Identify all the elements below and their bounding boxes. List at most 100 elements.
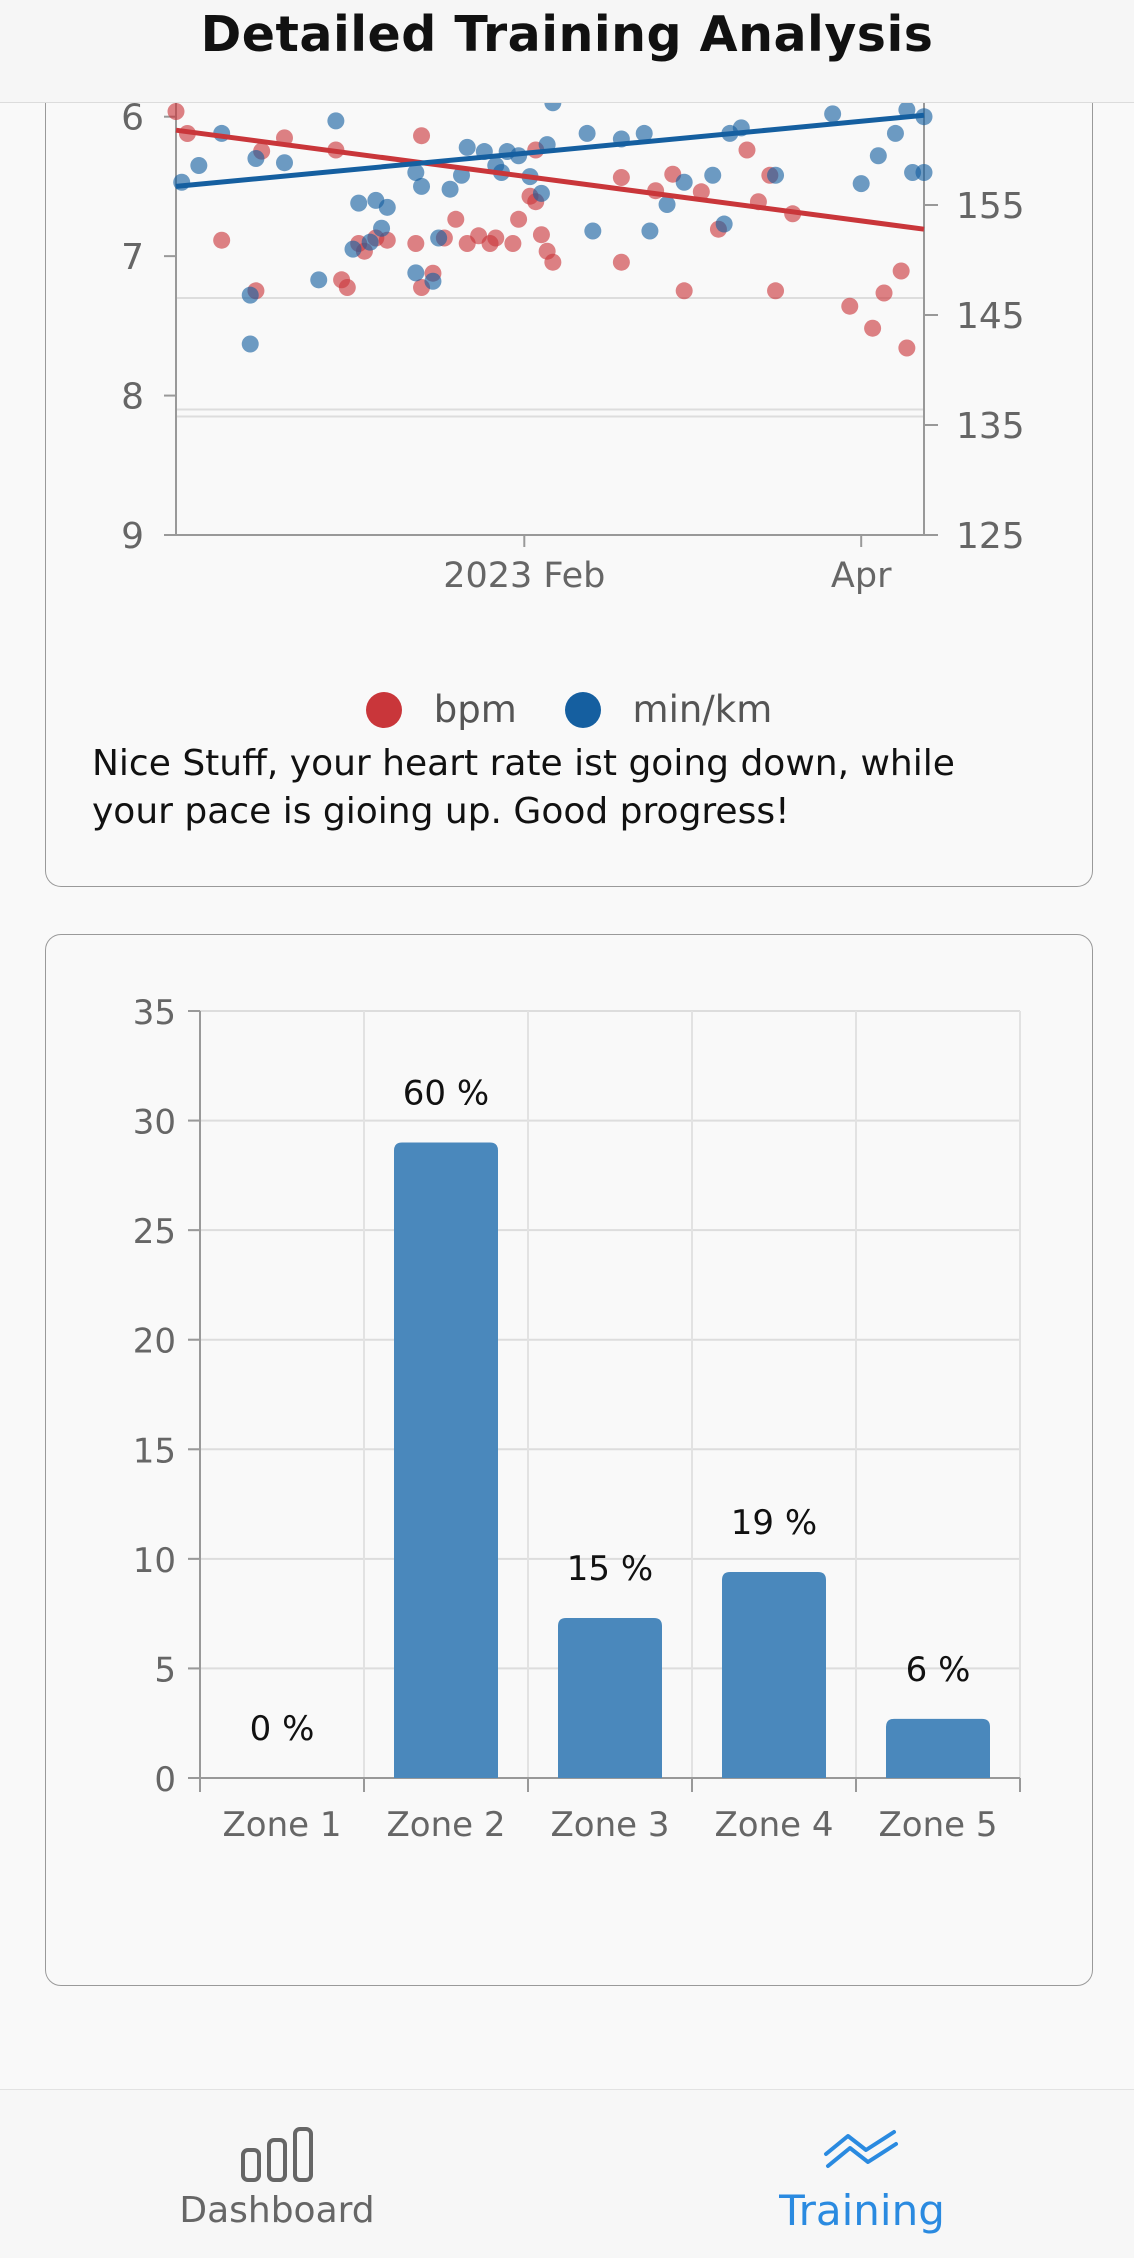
bpm-point[interactable] <box>532 226 550 244</box>
pace-point[interactable] <box>852 175 870 193</box>
pace-trendline <box>175 112 925 189</box>
bpm-point[interactable] <box>841 297 859 315</box>
pace-point[interactable] <box>407 264 425 282</box>
y-right-tick-label: 125 <box>956 516 1025 557</box>
bpm-point[interactable] <box>892 262 910 280</box>
heart-rate-zones-chart: 0 5 10 15 20 25 30 35 0 % Zone 1 60 % Zone 2 15 % Zon… <box>133 993 1021 1845</box>
pace-point[interactable] <box>327 112 345 130</box>
bpm-point[interactable] <box>407 235 425 252</box>
x-tick-label: Zone 2 <box>387 1805 506 1845</box>
pace-point[interactable] <box>344 240 362 258</box>
pace-point[interactable] <box>190 156 208 174</box>
y-right-tick-label: 145 <box>956 296 1025 337</box>
bpm-point[interactable] <box>504 235 522 252</box>
page-title: Detailed Training Analysis <box>200 6 934 63</box>
pace-point[interactable] <box>407 163 425 181</box>
tab-training[interactable]: Training <box>712 2090 1012 2258</box>
bpm-point[interactable] <box>167 103 185 120</box>
pace-point[interactable] <box>915 163 933 181</box>
y-right-tick-label: 155 <box>956 186 1025 227</box>
pace-point[interactable] <box>458 138 476 156</box>
pace-point[interactable] <box>413 177 431 195</box>
pace-point[interactable] <box>373 219 391 237</box>
bpm-trendline <box>175 127 925 232</box>
pace-point[interactable] <box>430 229 448 247</box>
bpm-point[interactable] <box>692 183 710 201</box>
pace-point[interactable] <box>241 286 259 304</box>
bpm-point[interactable] <box>544 253 562 271</box>
pace-point[interactable] <box>641 222 659 240</box>
bpm-point[interactable] <box>675 282 693 300</box>
pace-point[interactable] <box>310 271 328 289</box>
pace-point[interactable] <box>584 222 602 240</box>
pace-point[interactable] <box>704 166 722 184</box>
bar-zone-5[interactable] <box>886 1718 990 1778</box>
y-left-tick-label: 7 <box>121 237 144 278</box>
bar-data-label: 19 % <box>731 1503 817 1543</box>
pace-point[interactable] <box>578 124 596 142</box>
pace-point[interactable] <box>824 105 842 123</box>
y-tick-label: 30 <box>133 1103 176 1143</box>
y-tick-label: 10 <box>133 1541 176 1581</box>
y-tick-label: 0 <box>154 1760 176 1800</box>
pace-point[interactable] <box>675 173 693 191</box>
bar-data-label: 6 % <box>906 1650 971 1690</box>
pace-point[interactable] <box>886 124 904 142</box>
tab-dashboard[interactable]: Dashboard <box>127 2090 427 2258</box>
y-tick-label: 20 <box>133 1322 176 1362</box>
bpm-point[interactable] <box>413 127 431 145</box>
y-tick-label: 25 <box>133 1212 176 1252</box>
tab-label: Dashboard <box>179 2190 375 2231</box>
bpm-point[interactable] <box>510 210 528 228</box>
bar-chart-icon <box>241 2127 313 2182</box>
pace-point[interactable] <box>275 154 293 172</box>
pace-point[interactable] <box>424 272 442 290</box>
pace-point[interactable] <box>378 198 396 216</box>
bpm-point[interactable] <box>612 169 630 186</box>
progress-note: Nice Stuff, your heart rate ist going do… <box>92 743 955 832</box>
legend-item-pace[interactable]: min/km <box>564 686 773 731</box>
pace-point[interactable] <box>715 215 733 233</box>
bpm-point[interactable] <box>487 229 505 247</box>
y-tick-label: 35 <box>133 993 176 1033</box>
x-tick-label: Zone 4 <box>715 1805 834 1845</box>
legend-label: min/km <box>632 688 773 731</box>
bpm-point[interactable] <box>213 231 231 249</box>
pace-point[interactable] <box>767 166 785 184</box>
pace-point[interactable] <box>247 150 265 168</box>
x-tick-label: Apr <box>831 556 892 596</box>
bpm-point[interactable] <box>738 141 756 159</box>
bpm-point[interactable] <box>864 319 882 337</box>
y-left-tick-label: 8 <box>121 377 144 418</box>
pace-point[interactable] <box>635 124 653 142</box>
y-tick-label: 15 <box>133 1431 176 1471</box>
y-right-tick-label: 135 <box>956 406 1025 447</box>
y-tick-label: 5 <box>154 1650 176 1690</box>
bpm-point[interactable] <box>612 253 630 271</box>
bpm-point[interactable] <box>875 284 893 302</box>
pace-point[interactable] <box>658 196 676 214</box>
pace-point[interactable] <box>532 184 550 202</box>
bar-zone-2[interactable] <box>394 1142 498 1778</box>
pace-point[interactable] <box>350 194 368 212</box>
bar-data-label: 0 % <box>250 1709 315 1749</box>
bpm-point[interactable] <box>447 210 465 228</box>
y-left-tick-label: 6 <box>121 98 144 139</box>
pace-point[interactable] <box>869 147 887 165</box>
bpm-point[interactable] <box>767 282 785 300</box>
pace-point[interactable] <box>441 180 459 198</box>
trend-chart-card: 6 7 8 9 155 145 135 125 2023 Feb Apr bpm min/km N… <box>45 40 1093 887</box>
pace-point[interactable] <box>241 335 259 353</box>
legend-item-bpm[interactable]: bpm <box>365 686 517 731</box>
legend-dot-pace <box>564 691 601 728</box>
bar-zone-3[interactable] <box>558 1618 662 1778</box>
pace-point[interactable] <box>898 101 916 119</box>
bar-data-label: 15 % <box>567 1549 653 1589</box>
x-tick-label: Zone 5 <box>879 1805 998 1845</box>
pace-point[interactable] <box>361 233 379 251</box>
legend-dot-bpm <box>365 691 402 728</box>
bpm-point[interactable] <box>338 279 356 296</box>
bar-zone-4[interactable] <box>722 1572 826 1778</box>
zone-chart-card: 0 5 10 15 20 25 30 35 0 % Zone 1 60 % Zone 2 15 % Zon… <box>45 934 1093 1986</box>
bpm-point[interactable] <box>898 339 916 357</box>
